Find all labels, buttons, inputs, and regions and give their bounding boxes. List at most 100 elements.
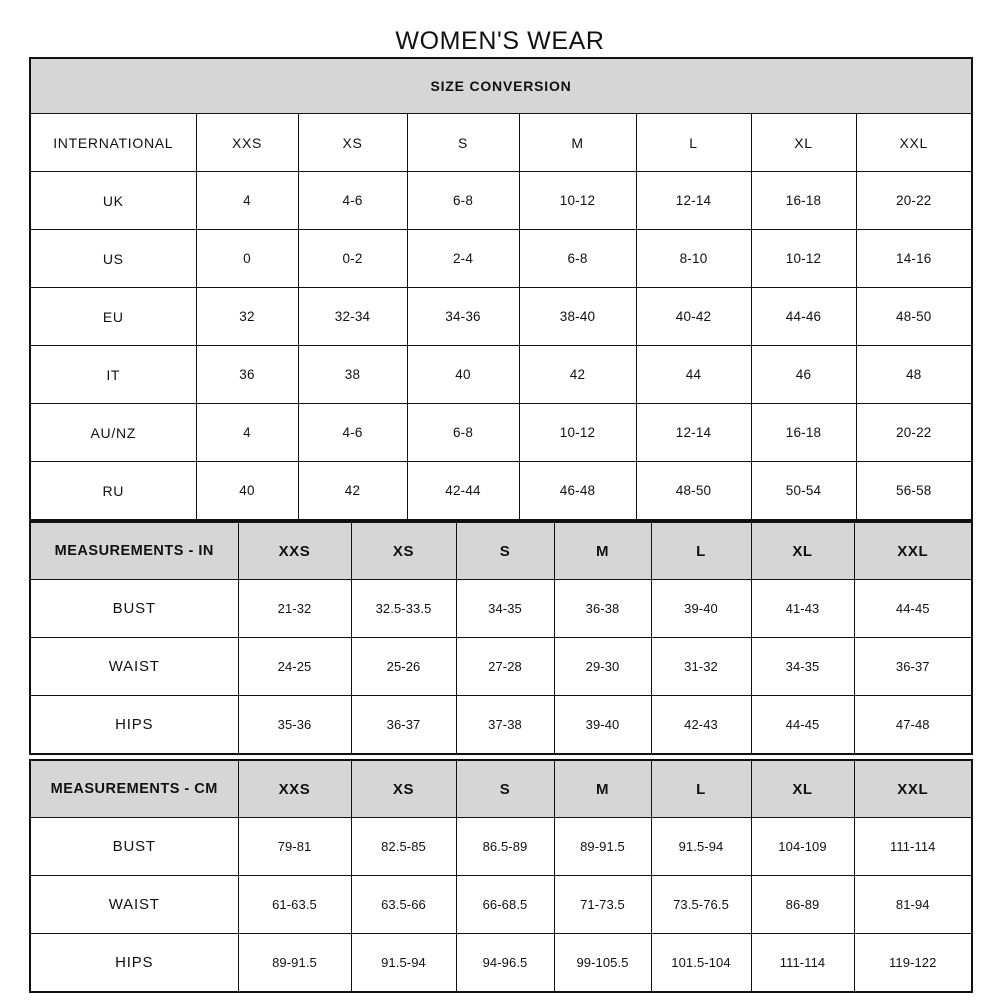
cell-hips-in-l: 42-43 [650,695,752,755]
column-header-m: M [553,521,652,580]
cell-waist-cm-s: 66-68.5 [455,875,555,934]
column-header-xs: XS [297,113,408,172]
column-header-m: M [518,113,637,172]
column-header-xxl: XXL [855,113,973,172]
size-conversion-table: SIZE CONVERSION INTERNATIONAL XXS XS S M… [29,57,974,521]
table-banner-row: SIZE CONVERSION [29,57,973,114]
cell-eu-xxs: 32 [195,287,299,346]
column-header-xxs: XXS [237,759,352,818]
cell-bust-cm-xl: 104-109 [750,817,855,876]
column-header-m: M [553,759,652,818]
cell-bust-in-xs: 32.5-33.5 [350,579,457,638]
cell-bust-cm-s: 86.5-89 [455,817,555,876]
cell-hips-cm-xs: 91.5-94 [350,933,457,993]
cell-eu-s: 34-36 [406,287,520,346]
table-row: AU/NZ 4 4-6 6-8 10-12 12-14 16-18 20-22 [29,403,973,462]
table-row: HIPS 89-91.5 91.5-94 94-96.5 99-105.5 10… [29,933,973,993]
column-header-xxs: XXS [237,521,352,580]
cell-ru-xs: 42 [297,461,408,521]
cell-waist-in-l: 31-32 [650,637,752,696]
column-header-s: S [455,759,555,818]
table-row: WAIST 61-63.5 63.5-66 66-68.5 71-73.5 73… [29,875,973,934]
cell-bust-in-xl: 41-43 [750,579,855,638]
row-label-ru: RU [29,461,197,521]
column-header-xxl: XXL [853,759,973,818]
cell-ru-xl: 50-54 [750,461,857,521]
row-label-waist-in: WAIST [29,637,239,696]
measurements-inches-table: MEASUREMENTS - IN XXS XS S M L XL XXL BU… [29,521,973,755]
cell-bust-in-xxl: 44-45 [853,579,973,638]
cell-it-xl: 46 [750,345,857,404]
row-label-bust-in: BUST [29,579,239,638]
row-label-us: US [29,229,197,288]
cell-hips-in-m: 39-40 [553,695,652,755]
row-label-bust-cm: BUST [29,817,239,876]
cell-waist-in-m: 29-30 [553,637,652,696]
table-column-header-row: MEASUREMENTS - CM XXS XS S M L XL XXL [29,759,973,818]
cell-waist-cm-m: 71-73.5 [553,875,652,934]
cell-bust-cm-xxl: 111-114 [853,817,973,876]
cell-bust-in-l: 39-40 [650,579,752,638]
table-row: EU 32 32-34 34-36 38-40 40-42 44-46 48-5… [29,287,973,346]
column-header-l: L [635,113,752,172]
cell-it-xxs: 36 [195,345,299,404]
table-row: UK 4 4-6 6-8 10-12 12-14 16-18 20-22 [29,171,973,230]
cell-eu-l: 40-42 [635,287,752,346]
column-header-xl: XL [750,113,857,172]
cell-aunz-m: 10-12 [518,403,637,462]
table-row: WAIST 24-25 25-26 27-28 29-30 31-32 34-3… [29,637,973,696]
cell-aunz-xxl: 20-22 [855,403,973,462]
cell-eu-xs: 32-34 [297,287,408,346]
column-header-international: INTERNATIONAL [29,113,197,172]
table-row: RU 40 42 42-44 46-48 48-50 50-54 56-58 [29,461,973,521]
row-label-it: IT [29,345,197,404]
cell-bust-in-s: 34-35 [455,579,555,638]
table-row: IT 36 38 40 42 44 46 48 [29,345,973,404]
cell-bust-in-xxs: 21-32 [237,579,352,638]
cell-uk-l: 12-14 [635,171,752,230]
row-label-waist-cm: WAIST [29,875,239,934]
column-header-xxs: XXS [195,113,299,172]
cell-bust-cm-xs: 82.5-85 [350,817,457,876]
cell-ru-xxl: 56-58 [855,461,973,521]
cell-us-xs: 0-2 [297,229,408,288]
table-column-header-row: MEASUREMENTS - IN XXS XS S M L XL XXL [29,521,973,580]
column-header-xs: XS [350,759,457,818]
cell-it-l: 44 [635,345,752,404]
column-header-measurements-in: MEASUREMENTS - IN [29,521,239,580]
cell-bust-cm-xxs: 79-81 [237,817,352,876]
table-column-header-row: INTERNATIONAL XXS XS S M L XL XXL [29,113,973,172]
cell-aunz-xxs: 4 [195,403,299,462]
cell-bust-cm-m: 89-91.5 [553,817,652,876]
cell-hips-cm-xl: 111-114 [750,933,855,993]
column-header-l: L [650,521,752,580]
column-header-xs: XS [350,521,457,580]
cell-uk-xs: 4-6 [297,171,408,230]
cell-waist-cm-xxl: 81-94 [853,875,973,934]
table-row: US 0 0-2 2-4 6-8 8-10 10-12 14-16 [29,229,973,288]
size-conversion-banner: SIZE CONVERSION [29,57,973,114]
cell-ru-l: 48-50 [635,461,752,521]
cell-ru-xxs: 40 [195,461,299,521]
row-label-aunz: AU/NZ [29,403,197,462]
cell-uk-s: 6-8 [406,171,520,230]
table-row: BUST 21-32 32.5-33.5 34-35 36-38 39-40 4… [29,579,973,638]
cell-aunz-s: 6-8 [406,403,520,462]
cell-aunz-l: 12-14 [635,403,752,462]
cell-eu-xxl: 48-50 [855,287,973,346]
cell-hips-cm-s: 94-96.5 [455,933,555,993]
measurements-centimeters-table: MEASUREMENTS - CM XXS XS S M L XL XXL BU… [29,759,973,993]
cell-waist-in-xxs: 24-25 [237,637,352,696]
cell-us-l: 8-10 [635,229,752,288]
cell-us-xxs: 0 [195,229,299,288]
cell-hips-in-xxs: 35-36 [237,695,352,755]
cell-hips-in-s: 37-38 [455,695,555,755]
table-row: HIPS 35-36 36-37 37-38 39-40 42-43 44-45… [29,695,973,755]
row-label-hips-cm: HIPS [29,933,239,993]
column-header-measurements-cm: MEASUREMENTS - CM [29,759,239,818]
cell-hips-cm-l: 101.5-104 [650,933,752,993]
cell-eu-xl: 44-46 [750,287,857,346]
cell-aunz-xs: 4-6 [297,403,408,462]
cell-it-xs: 38 [297,345,408,404]
cell-us-xxl: 14-16 [855,229,973,288]
